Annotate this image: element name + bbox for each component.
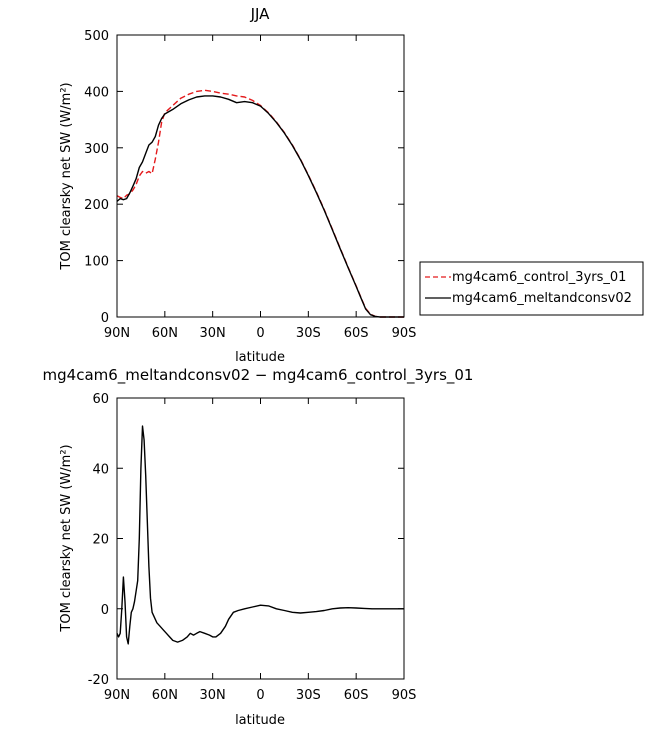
bottom-xlabel: latitude [235,713,285,728]
bottom-xtick-label-1: 60N [152,688,178,703]
top-ytick-label-3: 300 [84,142,109,157]
top-ytick-label-4: 400 [84,85,109,100]
top-ytick-label-1: 100 [84,255,109,270]
bottom-series-line-0 [116,425,404,645]
legend-label-melt: mg4cam6_meltandconsv02 [452,291,632,306]
top-gridlines: 0 100 200 300 400 500 90N 60N 30N 0 30S 60S 90S [84,29,416,341]
bottom-ytick-label-2: 20 [92,533,109,548]
top-xtick-label-5: 60S [344,326,369,341]
bottom-ytick-label-0: -20 [88,673,109,688]
top-ylabel: TOM clearsky net SW (W/m²) [59,82,74,270]
bottom-ytick-label-1: 0 [101,603,109,618]
bottom-xtick-label-6: 90S [392,688,417,703]
top-xtick-label-2: 30N [200,326,226,341]
top-plot-frame [116,34,405,318]
bottom-xtick-label-2: 30N [200,688,226,703]
top-ytick-label-5: 500 [84,29,109,44]
top-chart-title: JJA [250,5,271,23]
legend: mg4cam6_control_3yrs_01 mg4cam6_meltandc… [419,261,644,316]
bottom-xtick-label-0: 90N [104,688,130,703]
top-series-line-0 [116,89,404,318]
top-ytick-label-0: 0 [101,311,109,326]
top-xtick-label-1: 60N [152,326,178,341]
bottom-ytick-label-3: 40 [92,462,109,477]
bottom-xtick-label-5: 60S [344,688,369,703]
top-xtick-label-3: 0 [256,326,264,341]
top-xtick-label-6: 90S [392,326,417,341]
bottom-chart-title: mg4cam6_meltandconsv02 − mg4cam6_control… [43,366,474,385]
bottom-series-group [116,425,404,645]
top-xtick-label-4: 30S [296,326,321,341]
bottom-ytick-label-4: 60 [92,392,109,407]
top-xtick-label-0: 90N [104,326,130,341]
bottom-xtick-label-4: 30S [296,688,321,703]
top-xlabel: latitude [235,350,285,365]
bottom-panel: mg4cam6_meltandconsv02 − mg4cam6_control… [43,366,474,728]
bottom-gridlines: -20 0 20 40 60 90N 60N 30N 0 30S 60S 90S [88,392,417,703]
bottom-ylabel: TOM clearsky net SW (W/m²) [59,444,74,632]
top-ytick-label-2: 200 [84,198,109,213]
bottom-plot-frame [116,397,405,680]
top-series-group [116,89,404,318]
legend-label-control: mg4cam6_control_3yrs_01 [452,270,626,285]
bottom-xtick-label-3: 0 [256,688,264,703]
top-series-line-1 [116,95,404,318]
legend-box [419,261,644,316]
